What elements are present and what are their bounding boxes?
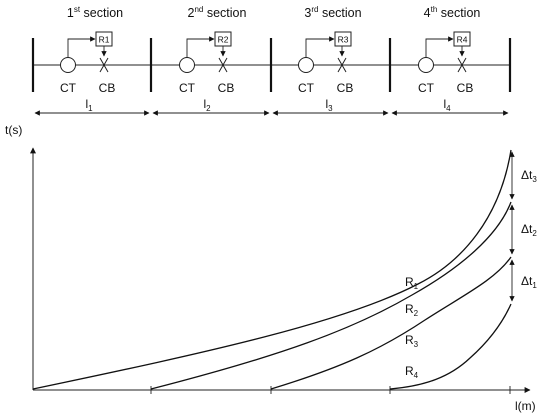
section-title-3: 3rd section <box>304 5 361 20</box>
y-axis-label: t(s) <box>5 123 22 137</box>
relay-box-3 <box>334 31 352 47</box>
interval-label-3: Δt3 <box>521 168 537 184</box>
section-2-devices: R2 CT CB <box>179 31 235 95</box>
relay-label-4: R4 <box>457 35 468 45</box>
cb-label-2: CB <box>218 81 235 95</box>
circuit-breaker-1 <box>99 57 109 73</box>
interval-label-2: Δt2 <box>521 222 537 238</box>
ct-label-3: CT <box>298 81 315 95</box>
ct-label-2: CT <box>179 81 196 95</box>
curve-label-r2: R2 <box>405 302 419 318</box>
relay-label-1: R1 <box>99 35 110 45</box>
curve-label-r1: R1 <box>405 275 419 291</box>
ct-label-1: CT <box>60 81 77 95</box>
curve-r1 <box>32 149 512 390</box>
section-3-devices: R3 CT CB <box>298 31 354 95</box>
ct-label-4: CT <box>418 81 435 95</box>
relay-label-3: R3 <box>338 35 349 45</box>
relay-label-2: R2 <box>218 35 229 45</box>
time-distance-plot: t(s) l(m) R1 R2 R3 R4 Δt3 Δt2 Δt1 <box>5 123 537 413</box>
length-label-2: l2 <box>203 97 211 113</box>
length-label-4: l4 <box>443 97 451 113</box>
relay-input-wire-2 <box>186 36 215 58</box>
section-1-devices: R1 CT CB <box>60 31 116 95</box>
current-transformer-3 <box>298 57 314 73</box>
single-line-diagram: 1st section 2nd section 3rd section 4th … <box>31 5 512 116</box>
relay-input-wire-4 <box>425 36 454 58</box>
cb-label-1: CB <box>99 81 116 95</box>
curve-r3 <box>270 256 512 390</box>
length-label-3: l3 <box>325 97 333 113</box>
current-transformer-1 <box>60 57 76 73</box>
section-title-4: 4th section <box>424 5 481 20</box>
section-title-2: 2nd section <box>188 5 247 20</box>
cb-label-3: CB <box>337 81 354 95</box>
curve-label-r3: R3 <box>405 333 419 349</box>
section-4-devices: R4 CT CB <box>418 31 474 95</box>
current-transformer-4 <box>418 57 434 73</box>
section-length-dimensions: l1 l2 l3 l4 <box>34 97 509 116</box>
cb-label-4: CB <box>457 81 474 95</box>
x-axis-label: l(m) <box>515 399 536 413</box>
curve-r2 <box>150 201 512 390</box>
length-label-1: l1 <box>85 97 93 113</box>
relay-input-wire-3 <box>305 36 335 58</box>
current-transformer-2 <box>179 57 195 73</box>
relay-input-wire-1 <box>67 36 96 58</box>
curve-label-r4: R4 <box>405 364 419 380</box>
curve-r4 <box>389 303 512 390</box>
circuit-breaker-4 <box>457 57 467 73</box>
circuit-breaker-3 <box>337 57 347 73</box>
circuit-breaker-2 <box>218 57 228 73</box>
interval-label-1: Δt1 <box>521 274 537 290</box>
section-title-1: 1st section <box>67 5 123 20</box>
